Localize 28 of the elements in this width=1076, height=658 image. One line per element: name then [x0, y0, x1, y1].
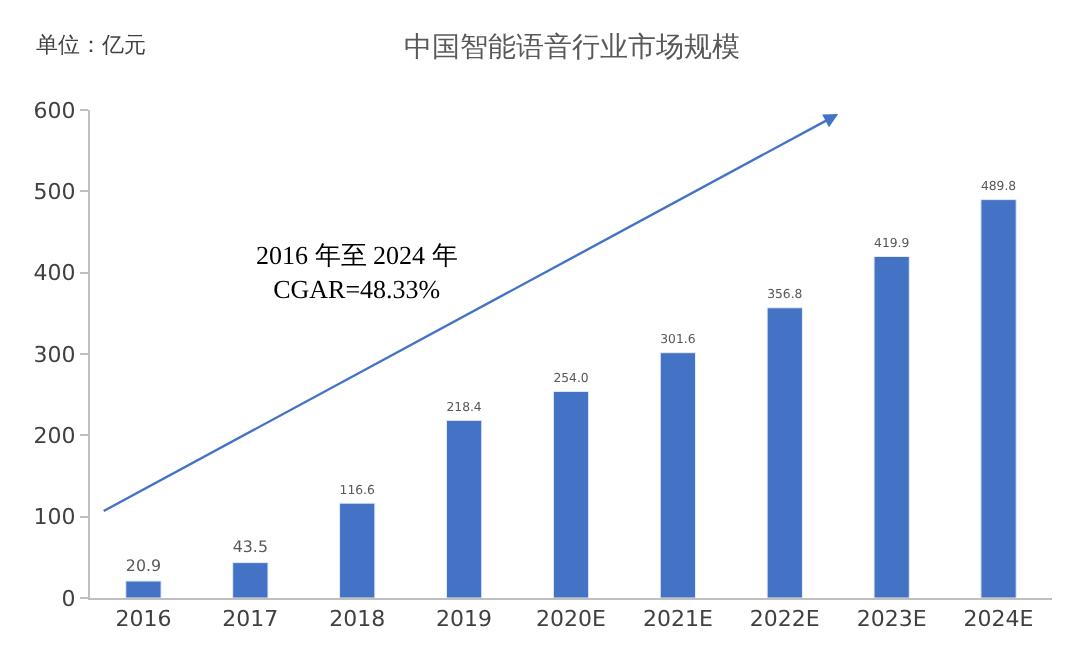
- x-tick-label: 2017: [222, 606, 279, 633]
- x-tick-label: 2024E: [963, 606, 1034, 633]
- bar: [659, 352, 697, 598]
- x-tick-label: 2016: [115, 606, 172, 633]
- y-tick-label: 400: [33, 260, 76, 287]
- bar: [873, 255, 910, 598]
- x-tick-label: 2018: [329, 606, 386, 633]
- y-tick-label: 200: [33, 423, 76, 450]
- chart-title: 中国智能语音行业市场规模: [404, 32, 740, 64]
- bar: [552, 390, 590, 598]
- bar: [232, 562, 269, 598]
- x-tick-label: 2021E: [642, 606, 713, 633]
- annotation: 2016 年至 2024 年 CGAR=48.33%: [256, 240, 458, 304]
- bar: [339, 502, 376, 598]
- x-tick-label: 2023E: [856, 606, 927, 633]
- y-tick-label: 500: [33, 179, 76, 206]
- y-tick-label: 0: [61, 585, 76, 612]
- bar: [445, 419, 483, 598]
- bar: [125, 580, 162, 598]
- x-tick-label: 2019: [436, 606, 493, 633]
- x-tick-label: 2022E: [749, 606, 820, 633]
- y-tick-label: 600: [33, 97, 76, 124]
- x-tick-label: 2020E: [536, 606, 607, 633]
- bar: [766, 307, 803, 598]
- y-tick-label: 100: [33, 504, 76, 531]
- bar: [980, 199, 1017, 598]
- y-tick-label: 300: [33, 341, 76, 368]
- y-axis-title: 单位：亿元: [36, 32, 146, 58]
